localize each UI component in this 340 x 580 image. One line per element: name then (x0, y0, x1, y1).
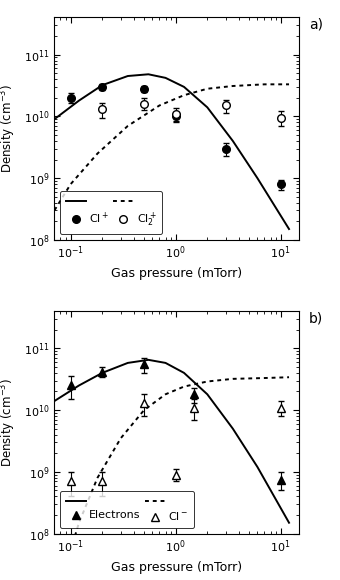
Legend: , Electrons, , $\mathrm{Cl^-}$: , Electrons, , $\mathrm{Cl^-}$ (60, 491, 194, 528)
X-axis label: Gas pressure (mTorr): Gas pressure (mTorr) (111, 267, 242, 280)
Y-axis label: Density (cm$^{-3}$): Density (cm$^{-3}$) (0, 84, 18, 173)
Y-axis label: Density (cm$^{-3}$): Density (cm$^{-3}$) (0, 378, 18, 467)
Legend: , $\mathrm{Cl^+}$, , $\mathrm{Cl_2^+}$: , $\mathrm{Cl^+}$, , $\mathrm{Cl_2^+}$ (60, 191, 163, 234)
X-axis label: Gas pressure (mTorr): Gas pressure (mTorr) (111, 561, 242, 574)
Text: b): b) (309, 311, 323, 325)
Text: a): a) (309, 17, 323, 31)
